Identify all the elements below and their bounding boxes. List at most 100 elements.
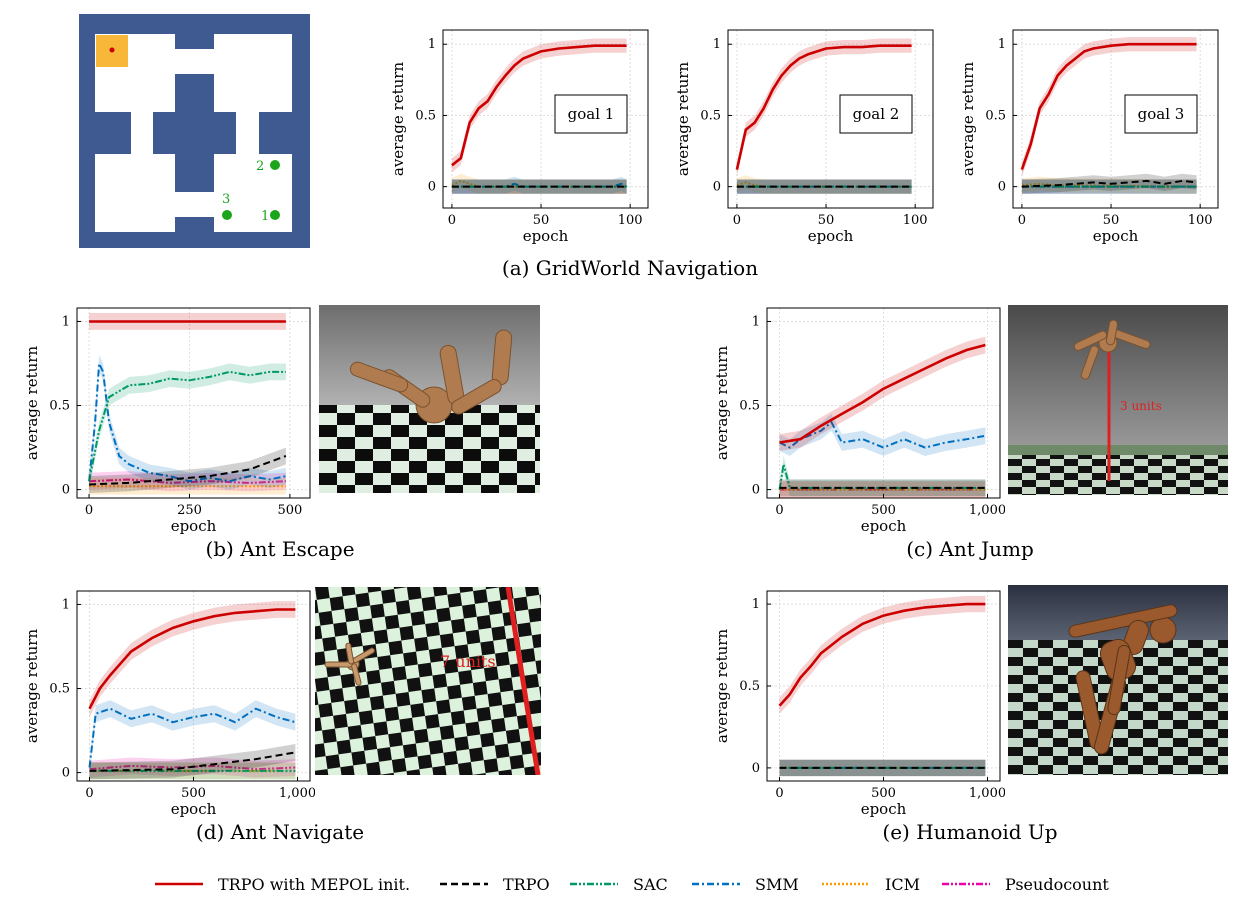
series-line-trpo-with-mepol-init- [779,343,986,444]
chart-gridworld-goal-3: 0 50 100 0 0.5 1 epoch average return goal 3 [959,29,1219,245]
series-line-sac [778,464,986,490]
series-line-smm [88,359,287,483]
series-band-trpo-with-mepol-init- [451,38,627,173]
legend-label: TRPO [503,875,550,894]
corridor-top [175,49,214,74]
x-tick-label: 0 [85,503,93,518]
ant-robot [324,642,375,686]
checker-floor [315,587,541,775]
series-band-trpo [736,179,912,194]
x-tick-label: 500 [181,786,206,801]
series-line-smm [451,182,628,188]
ant-escape-scene [319,305,540,493]
y-tick-label: 0 [752,761,760,776]
y-tick-label: 1 [998,37,1006,52]
series-line-trpo [1021,179,1197,188]
caption-ant-navigate: (d) Ant Navigate [195,820,365,844]
goal-3-label: 3 [222,192,230,207]
y-tick-label: 1 [428,37,436,52]
legend-label: TRPO with MEPOL init. [218,875,410,894]
x-tick-label: 0 [448,213,456,228]
series-band-smm [451,176,627,194]
agent-marker [109,47,115,53]
chart-ant-jump: 0 500 1,000 0 0.5 1 epoch average return [713,307,1005,535]
legend: TRPO with MEPOL init. TRPO SAC SMM ICM Pseudo… [155,875,1109,894]
y-tick-label: 0 [62,483,70,498]
y-axis-label: average return [959,62,977,177]
x-tick-label: 500 [871,503,896,518]
room-top-right [214,34,292,112]
y-tick-label: 1 [752,314,760,329]
x-tick-label: 50 [533,213,550,228]
y-tick-label: 0.5 [985,108,1006,123]
chart-ant-navigate: 0 500 1,000 0 0.5 1 epoch average return [23,590,315,818]
x-axis-label: epoch [1093,227,1139,245]
gridworld-map: 1 2 3 [79,14,310,248]
goal-1-label: 1 [261,209,269,224]
ant-navigate-scene: 7 units [315,587,541,775]
plot-frame [442,29,649,209]
series-band-smm [89,700,296,776]
caption-gridworld: (a) GridWorld Navigation [501,256,759,280]
y-tick-label: 1 [62,597,70,612]
series-band-icm [779,481,986,498]
series-band-trpo [1021,173,1197,194]
y-tick-label: 0 [62,766,70,781]
series-band-trpo-with-mepol-init- [779,595,986,714]
legend-label: SAC [633,875,668,894]
x-tick-label: 0 [1018,213,1026,228]
y-axis-label: average return [389,62,407,177]
chart-gridworld-goal-2: 0 50 100 0 0.5 1 epoch average return goal 2 [674,29,934,245]
room-bottom-left [95,154,175,232]
corridor-right [234,112,259,154]
y-tick-label: 0.5 [739,399,760,414]
series-band-icm [451,173,627,194]
x-tick-label: 1,000 [969,503,1005,518]
jump-height-label: 3 units [1120,399,1162,413]
series-line-trpo-with-mepol-init- [1020,42,1197,171]
y-tick-label: 0.5 [49,399,70,414]
x-tick-label: 0 [85,786,93,801]
distance-label: 7 units [440,652,496,671]
x-tick-label: 100 [1188,213,1213,228]
series-band-icm [736,175,912,194]
series-band-trpo-with-mepol-init- [1021,37,1197,177]
x-tick-label: 50 [818,213,835,228]
y-tick-label: 0 [752,483,760,498]
plot-frame [76,307,311,499]
chart-humanoid-up: 0 500 1,000 0 0.5 1 epoch average return [713,590,1005,818]
x-tick-label: 0 [733,213,741,228]
series-band-trpo-with-mepol-init- [736,38,912,177]
y-axis-label: average return [674,62,692,177]
sky [1008,585,1228,645]
series-line-trpo-with-mepol-init- [778,602,986,707]
y-tick-label: 0.5 [49,682,70,697]
x-axis-label: epoch [861,517,907,535]
annotation-label: goal 1 [568,105,615,123]
x-tick-label: 100 [903,213,928,228]
series-band-sac [89,363,286,490]
x-tick-label: 100 [618,213,643,228]
legend-label: ICM [885,875,920,894]
x-axis-label: epoch [808,227,854,245]
humanoid-robot [1068,604,1178,755]
x-axis-label: epoch [171,517,217,535]
plot-frame [1012,29,1219,209]
x-tick-label: 250 [177,503,202,518]
goal-3-marker [222,210,232,220]
series-line-smm [88,707,296,768]
sky [1008,305,1228,450]
corridor-left [131,112,156,154]
x-tick-label: 500 [871,786,896,801]
y-tick-label: 0 [998,180,1006,195]
y-tick-label: 1 [713,37,721,52]
series-band-trpo [89,744,296,780]
annotation-box [554,94,628,134]
x-axis-label: epoch [523,227,569,245]
series-line-sac [88,370,286,482]
y-axis-label: average return [23,346,41,461]
annotation-box [1124,94,1198,134]
series-band-trpo [451,179,627,194]
annotation-label: goal 3 [1138,105,1185,123]
chart-gridworld-goal-1: 0 50 100 0 0.5 1 epoch average return goal 1 [389,29,649,245]
